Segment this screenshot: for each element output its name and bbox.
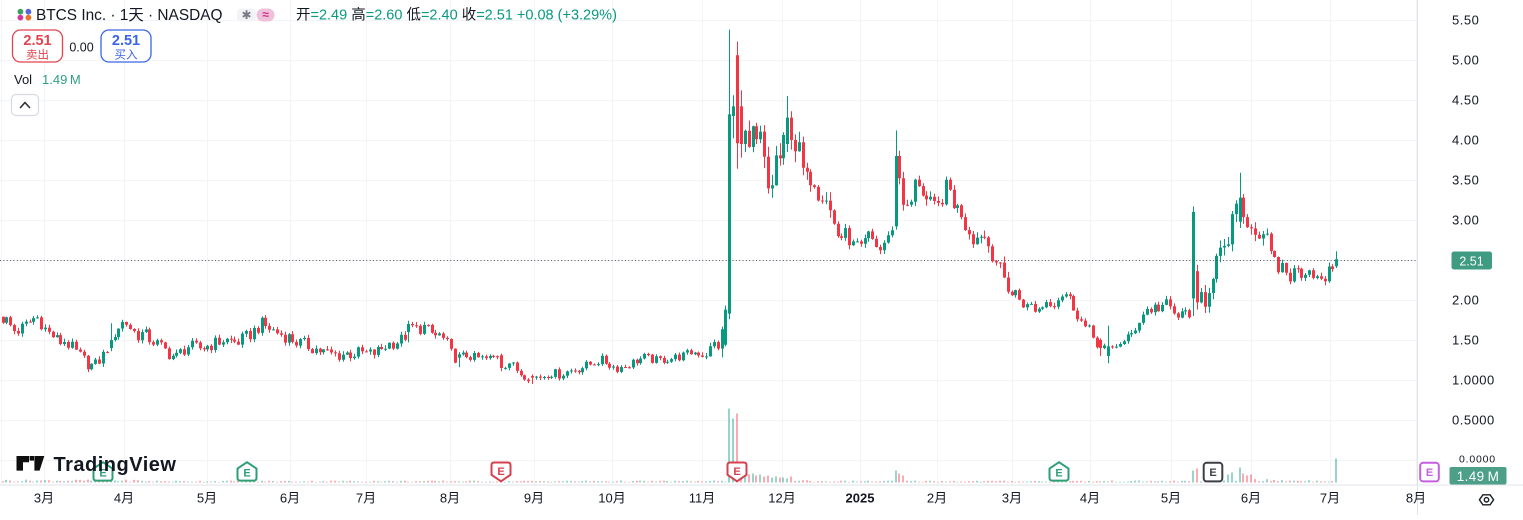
svg-text:2.51: 2.51 (1459, 255, 1483, 269)
svg-text:7月: 7月 (356, 491, 376, 506)
svg-text:5.50: 5.50 (1452, 13, 1479, 28)
svg-text:5月: 5月 (1161, 491, 1181, 506)
svg-text:5月: 5月 (197, 491, 217, 506)
svg-text:1.50: 1.50 (1452, 333, 1479, 348)
svg-text:E: E (1055, 468, 1062, 480)
svg-text:5.00: 5.00 (1452, 53, 1479, 68)
svg-text:E: E (1426, 467, 1433, 479)
svg-text:E: E (1209, 467, 1216, 479)
svg-text:1.0000: 1.0000 (1452, 373, 1495, 388)
svg-text:10月: 10月 (598, 491, 625, 506)
svg-text:0.5000: 0.5000 (1452, 413, 1495, 428)
svg-text:8月: 8月 (440, 491, 460, 506)
svg-text:卖出: 卖出 (26, 48, 49, 62)
svg-text:0.0000: 0.0000 (1459, 454, 1496, 466)
svg-text:3.50: 3.50 (1452, 173, 1479, 188)
svg-text:E: E (497, 466, 504, 478)
svg-text:TradingView: TradingView (54, 454, 177, 476)
svg-text:8月: 8月 (1406, 491, 1426, 506)
svg-text:2.51: 2.51 (112, 33, 140, 49)
svg-text:3月: 3月 (1002, 491, 1022, 506)
svg-text:7月: 7月 (1320, 491, 1340, 506)
svg-text:BTCS Inc. · 1天 · NASDAQ: BTCS Inc. · 1天 · NASDAQ (36, 7, 222, 24)
svg-text:4.50: 4.50 (1452, 93, 1479, 108)
svg-text:E: E (733, 466, 740, 478)
svg-text:买入: 买入 (115, 49, 138, 62)
svg-text:2025: 2025 (846, 491, 875, 506)
svg-text:4月: 4月 (114, 491, 134, 506)
svg-text:4月: 4月 (1080, 491, 1100, 506)
svg-text:1.49 M: 1.49 M (42, 72, 81, 87)
svg-text:12月: 12月 (768, 491, 795, 506)
svg-text:6月: 6月 (1241, 491, 1261, 506)
svg-text:3月: 3月 (34, 491, 54, 506)
svg-text:6月: 6月 (280, 491, 300, 506)
svg-text:2.51: 2.51 (23, 33, 51, 49)
svg-text:1.49 M: 1.49 M (1457, 469, 1500, 484)
svg-text:4.00: 4.00 (1452, 133, 1479, 148)
svg-text:2月: 2月 (927, 491, 947, 506)
svg-text:11月: 11月 (689, 491, 716, 506)
svg-text:9月: 9月 (524, 491, 544, 506)
svg-text:2.00: 2.00 (1452, 293, 1479, 308)
svg-text:E: E (99, 468, 106, 480)
svg-text:E: E (243, 468, 250, 480)
svg-text:开=2.49 高=2.60 低=2.40 收=2.51 +0: 开=2.49 高=2.60 低=2.40 收=2.51 +0.08 (+3.29… (296, 7, 617, 24)
svg-text:Vol: Vol (14, 72, 32, 87)
svg-text:3.00: 3.00 (1452, 213, 1479, 228)
svg-text:≈: ≈ (262, 8, 269, 22)
svg-text:✱: ✱ (241, 8, 251, 22)
svg-text:0.00: 0.00 (69, 41, 93, 55)
